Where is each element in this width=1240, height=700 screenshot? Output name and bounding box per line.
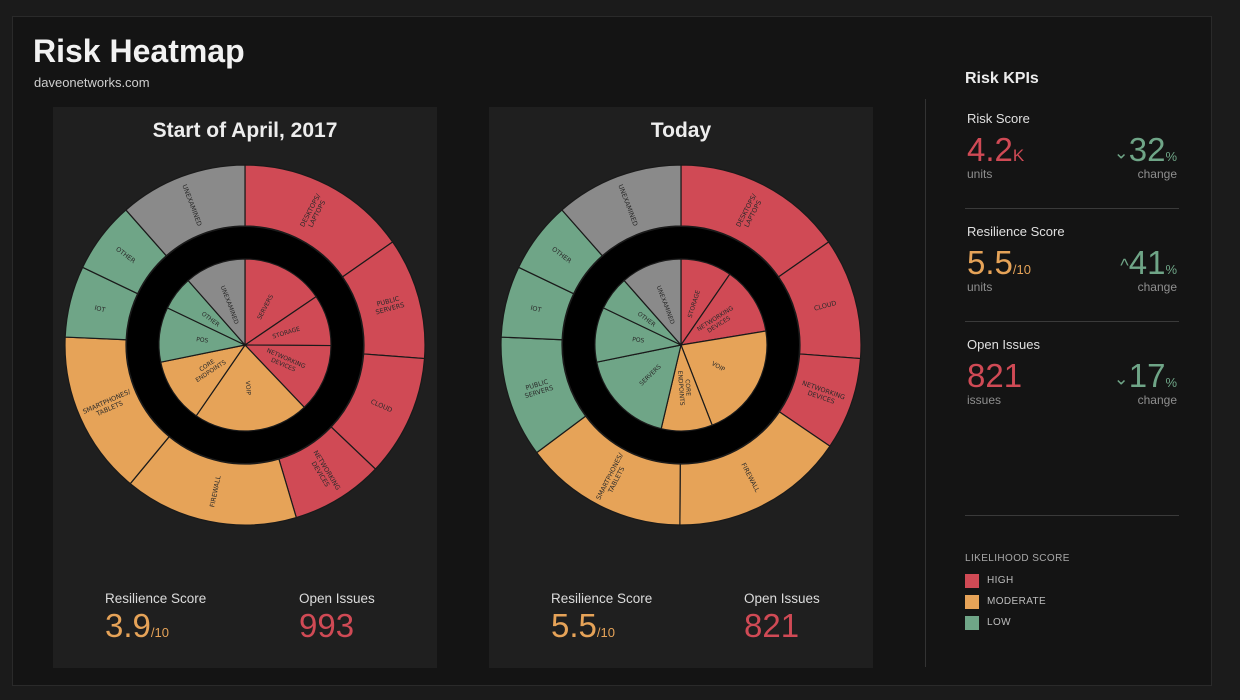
ring-gap bbox=[127, 227, 363, 463]
chevron-down-icon: ⌄ bbox=[1113, 368, 1129, 389]
page-title: Risk Heatmap bbox=[33, 33, 245, 69]
page-subtitle: daveonetworks.com bbox=[34, 75, 150, 90]
resilience-value: 5.5/10 bbox=[551, 608, 652, 651]
sunburst-chart: DESKTOPS/LAPTOPSPUBLICSERVERSCLOUDNETWOR… bbox=[64, 164, 426, 526]
kpi-unit-label: units bbox=[967, 280, 993, 294]
resilience-denominator: /10 bbox=[150, 625, 169, 640]
inner-ring-segment-voip[interactable] bbox=[195, 344, 306, 432]
resilience-label: Resilience Score bbox=[551, 591, 653, 606]
likelihood-legend: LIKELIHOOD SCORE HIGH MODERATE LOW bbox=[965, 553, 1070, 633]
legend-item-high: HIGH bbox=[965, 570, 1070, 591]
outer-ring-label-iot: IOT bbox=[94, 304, 107, 314]
resilience-value: 3.9/10 bbox=[105, 608, 206, 651]
dashboard-frame: Risk Heatmap daveonetworks.com Start of … bbox=[12, 16, 1212, 686]
inner-ring-segment-core-endpoints[interactable] bbox=[160, 344, 247, 417]
chevron-down-icon: ⌄ bbox=[1113, 142, 1129, 163]
inner-ring-segment-unexamined[interactable] bbox=[623, 258, 682, 347]
kpi-divider bbox=[965, 515, 1179, 516]
inner-ring-segment-unexamined[interactable] bbox=[187, 258, 246, 347]
kpi-number: 4.2 bbox=[967, 131, 1013, 168]
issues-stat: Open Issues 993 bbox=[299, 591, 375, 644]
kpi-name: Open Issues bbox=[967, 337, 1040, 352]
kpi-change: ⌄17% bbox=[1114, 357, 1177, 402]
legend-swatch bbox=[965, 573, 979, 588]
inner-ring-segment-servers[interactable] bbox=[596, 344, 682, 430]
chart-title: Start of April, 2017 bbox=[152, 119, 338, 142]
kpi-divider bbox=[965, 321, 1179, 322]
resilience-number: 3.9 bbox=[105, 607, 151, 644]
inner-ring-segment-networking-devices[interactable] bbox=[243, 344, 332, 409]
sunburst-chart: DESKTOPS/LAPTOPSCLOUDNETWORKINGDEVICESFI… bbox=[500, 164, 862, 526]
legend-label: LOW bbox=[987, 617, 1011, 628]
kpi-value: 4.2K bbox=[967, 131, 1024, 175]
kpi-number: 821 bbox=[967, 357, 1023, 394]
ring-gap bbox=[563, 227, 799, 463]
legend-swatch bbox=[965, 594, 979, 609]
issues-label: Open Issues bbox=[744, 591, 820, 606]
kpi-change: ^41% bbox=[1120, 244, 1177, 289]
kpi-change-number: 17 bbox=[1128, 357, 1166, 394]
inner-ring-label-pos: POS bbox=[632, 336, 645, 344]
kpi-divider bbox=[965, 208, 1179, 209]
legend-label: MODERATE bbox=[987, 596, 1047, 607]
inner-ring-segment-networking-devices[interactable] bbox=[679, 273, 767, 346]
kpi-name: Risk Score bbox=[967, 111, 1030, 126]
inner-ring-segment-servers[interactable] bbox=[244, 258, 317, 347]
kpi-unit: K bbox=[1012, 146, 1025, 165]
chart-panel-april: Start of April, 2017 DESKTOPS/LAPTOPS PUB… bbox=[53, 107, 437, 668]
chart-title: Today bbox=[650, 119, 712, 142]
outer-ring-segment-unexamined[interactable] bbox=[125, 164, 246, 257]
resilience-label: Resilience Score bbox=[105, 591, 207, 606]
kpi-heading: Risk KPIs bbox=[965, 70, 1039, 87]
kpi-change-label: change bbox=[1137, 167, 1177, 181]
kpi-change-pct: % bbox=[1165, 375, 1177, 390]
resilience-stat: Resilience Score 5.5/10 bbox=[551, 591, 652, 651]
kpi-open-issues: Open Issues 821 issues ⌄17% change bbox=[965, 337, 1179, 447]
kpi-name: Resilience Score bbox=[967, 224, 1065, 239]
kpi-change-pct: % bbox=[1165, 149, 1177, 164]
kpi-value: 821 bbox=[967, 357, 1022, 401]
issues-label: Open Issues bbox=[299, 591, 375, 606]
kpi-change-label: change bbox=[1137, 280, 1177, 294]
issues-stat: Open Issues 821 bbox=[744, 591, 820, 644]
kpi-change-pct: % bbox=[1165, 262, 1177, 277]
kpi-column: Risk KPIs Risk Score 4.2K units ⌄32% cha… bbox=[965, 67, 1179, 667]
kpi-value: 5.5/10 bbox=[967, 244, 1031, 289]
legend-label: HIGH bbox=[987, 575, 1014, 586]
kpi-risk-score: Risk Score 4.2K units ⌄32% change bbox=[965, 111, 1179, 221]
column-divider bbox=[925, 99, 926, 667]
inner-ring-label-pos: POS bbox=[196, 336, 209, 344]
inner-ring-label-core-endpoints: COREENDPOINTS bbox=[676, 370, 692, 406]
kpi-unit-label: issues bbox=[967, 393, 1002, 407]
legend-item-moderate: MODERATE bbox=[965, 591, 1070, 612]
legend-swatch bbox=[965, 615, 979, 630]
resilience-stat: Resilience Score 3.9/10 bbox=[105, 591, 206, 651]
kpi-change-label: change bbox=[1137, 393, 1177, 407]
outer-ring-label-iot: IOT bbox=[530, 304, 543, 314]
chevron-up-icon: ^ bbox=[1120, 255, 1129, 276]
kpi-number: 5.5 bbox=[967, 244, 1013, 281]
issues-value: 993 bbox=[299, 607, 355, 644]
kpi-resilience-score: Resilience Score 5.5/10 units ^41% chang… bbox=[965, 224, 1179, 334]
resilience-number: 5.5 bbox=[551, 607, 597, 644]
issues-value: 821 bbox=[744, 607, 800, 644]
resilience-denominator: /10 bbox=[596, 625, 615, 640]
chart-panel-today: Today DESKTOPS/LAPTOPS CLOUD NETWORKINGDEV… bbox=[489, 107, 873, 668]
outer-ring-segment-unexamined[interactable] bbox=[561, 164, 682, 257]
legend-item-low: LOW bbox=[965, 612, 1070, 633]
kpi-unit-label: units bbox=[967, 167, 993, 181]
kpi-change-number: 32 bbox=[1128, 131, 1166, 168]
kpi-unit: /10 bbox=[1012, 262, 1031, 277]
inner-ring-segment-voip[interactable] bbox=[680, 330, 768, 426]
inner-ring-label-voip: VOIP bbox=[244, 381, 252, 396]
legend-title: LIKELIHOOD SCORE bbox=[965, 553, 1070, 564]
kpi-change-number: 41 bbox=[1128, 244, 1166, 281]
kpi-change: ⌄32% bbox=[1114, 131, 1177, 176]
